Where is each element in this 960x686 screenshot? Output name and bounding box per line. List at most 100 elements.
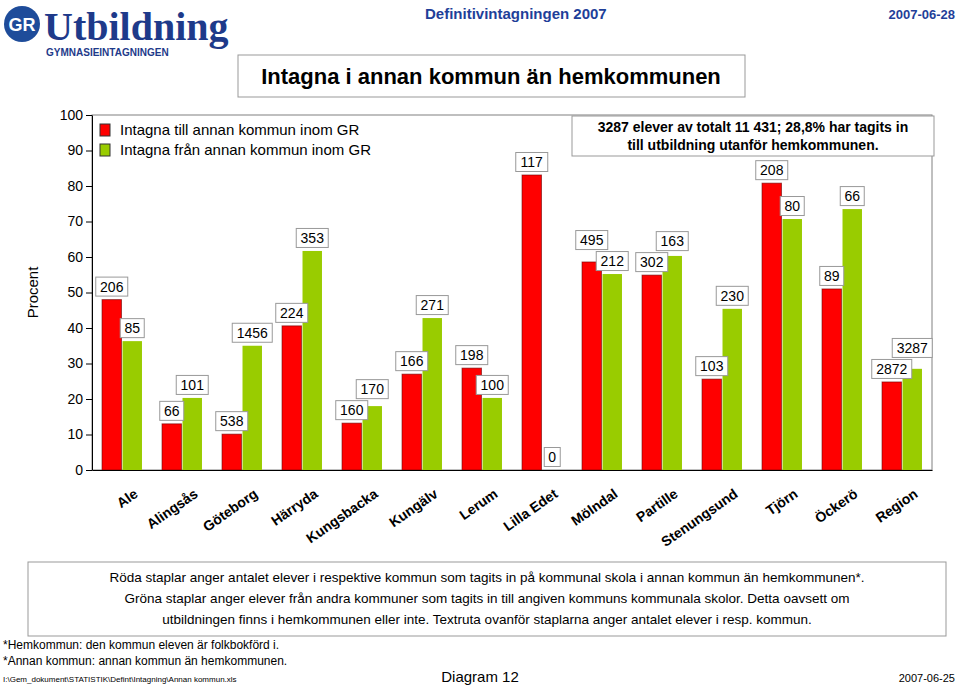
- y-tick-label: 50: [67, 284, 83, 300]
- count-label-text: 208: [760, 162, 784, 178]
- y-tick: 60: [67, 249, 92, 265]
- bar: [882, 382, 901, 470]
- file-path: I:\Gem_dokument\STATISTIK\Defint\Intagni…: [3, 675, 237, 684]
- count-label-box: [516, 152, 548, 171]
- count-label: 160: [336, 401, 368, 420]
- y-tick-mark: [86, 435, 92, 436]
- x-tick: Lilla Edet: [500, 485, 560, 534]
- count-label-text: 170: [361, 381, 385, 397]
- annotation-text: till utbildning utanför hemkommunen.: [627, 137, 878, 153]
- count-label-box: [120, 319, 144, 338]
- chart-title: Intagna i annan kommun än hemkommunen: [261, 64, 721, 89]
- x-tick-label: Kungsbacka: [303, 485, 381, 546]
- count-label-box: [356, 380, 388, 399]
- count-label: 166: [396, 352, 428, 371]
- y-tick: 30: [67, 355, 92, 371]
- legend-item: Intagna från annan kommun inom GR: [100, 141, 371, 158]
- count-label-text: 212: [601, 253, 625, 269]
- bar: [843, 209, 862, 470]
- bar: [342, 423, 361, 470]
- y-tick-mark: [86, 328, 92, 329]
- title-box: [238, 55, 745, 97]
- bars: [102, 175, 922, 470]
- count-label: 0: [544, 448, 560, 467]
- count-label: 85: [120, 319, 144, 338]
- legend-item: Intagna till annan kommun inom GR: [100, 121, 359, 138]
- count-label-box: [276, 303, 308, 322]
- footer-date: 2007-06-25: [899, 672, 955, 684]
- count-label: 198: [456, 346, 488, 365]
- legend-label: Intagna till annan kommun inom GR: [120, 121, 359, 138]
- bar: [702, 379, 721, 470]
- x-tick-label: Stenungsund: [658, 485, 740, 549]
- caption-box: [28, 562, 946, 636]
- bar: [642, 275, 661, 470]
- bar: [522, 175, 541, 470]
- count-label-text: 3287: [897, 340, 928, 356]
- x-tick-label: Tjörn: [763, 485, 801, 518]
- count-label-text: 224: [280, 305, 304, 321]
- y-tick: 70: [67, 213, 92, 229]
- count-label-text: 117: [521, 154, 544, 170]
- doc-title: Definitivintagningen 2007: [425, 5, 607, 22]
- count-label: 224: [276, 303, 308, 322]
- diagram-label: Diagram 12: [441, 668, 519, 685]
- note: *Annan kommun: annan kommun än hemkommun…: [3, 654, 287, 668]
- logo-mark: GR: [9, 15, 36, 35]
- count-label: 2872: [872, 359, 912, 378]
- y-tick: 80: [67, 178, 92, 194]
- count-label-text: 2872: [876, 361, 907, 377]
- x-tick-label: Kungälv: [386, 485, 441, 530]
- count-labels: 8520666101538145622435316017016627110019…: [96, 152, 932, 466]
- y-tick-mark: [86, 470, 92, 471]
- y-tick-mark: [86, 222, 92, 223]
- page: GR UtbildningGYMNASIEINTAGNINGEN Definitiv…: [0, 0, 960, 686]
- x-tick-label: Mölndal: [568, 485, 621, 528]
- x-tick-label: Region: [872, 485, 920, 525]
- plot-area: [92, 115, 932, 470]
- count-label: 66: [840, 187, 864, 206]
- bar: [783, 219, 802, 470]
- count-label-text: 103: [700, 358, 724, 374]
- note: *Hemkommun: den kommun eleven är folkbok…: [3, 638, 279, 652]
- y-tick: 100: [60, 107, 92, 123]
- count-label-text: 101: [181, 377, 205, 393]
- bar: [543, 470, 562, 471]
- x-tick: Kungsbacka: [303, 485, 381, 546]
- x-tick: Alingsås: [144, 485, 201, 532]
- count-label-box: [336, 401, 368, 420]
- annotation: 3287 elever av totalt 11 431; 28,8% har …: [572, 116, 934, 156]
- x-tick-label: Lilla Edet: [500, 485, 560, 534]
- bar: [483, 398, 502, 470]
- x-tick: Stenungsund: [658, 485, 740, 549]
- count-label: 66: [160, 401, 184, 420]
- count-label: 117: [516, 152, 548, 171]
- bar: [402, 374, 421, 470]
- count-label-text: 0: [548, 449, 556, 465]
- bar: [282, 326, 301, 470]
- x-tick: Göteborg: [200, 485, 261, 534]
- y-tick-label: 40: [67, 320, 83, 336]
- count-label-box: [232, 323, 272, 342]
- logo-sub: GYMNASIEINTAGNINGEN: [46, 47, 169, 58]
- count-label-box: [396, 352, 428, 371]
- legend-swatch: [100, 124, 110, 136]
- bar: [903, 369, 922, 470]
- y-tick-label: 90: [67, 142, 83, 158]
- y-tick-mark: [86, 151, 92, 152]
- x-tick: Öckerö: [812, 485, 861, 526]
- legend-swatch: [100, 144, 110, 156]
- count-label-text: 353: [301, 230, 325, 246]
- logo-text: Utbildning: [44, 4, 229, 49]
- count-label-box: [780, 197, 804, 216]
- count-label-text: 538: [220, 413, 244, 429]
- count-label-text: 271: [421, 297, 445, 313]
- count-label: 1456: [232, 323, 272, 342]
- x-tick-label: Alingsås: [144, 485, 201, 532]
- count-label: 163: [656, 232, 688, 251]
- count-label-box: [840, 187, 864, 206]
- count-label-text: 66: [844, 188, 860, 204]
- x-tick-label: Lerum: [456, 485, 500, 523]
- y-tick: 40: [67, 320, 92, 336]
- bar: [723, 309, 742, 470]
